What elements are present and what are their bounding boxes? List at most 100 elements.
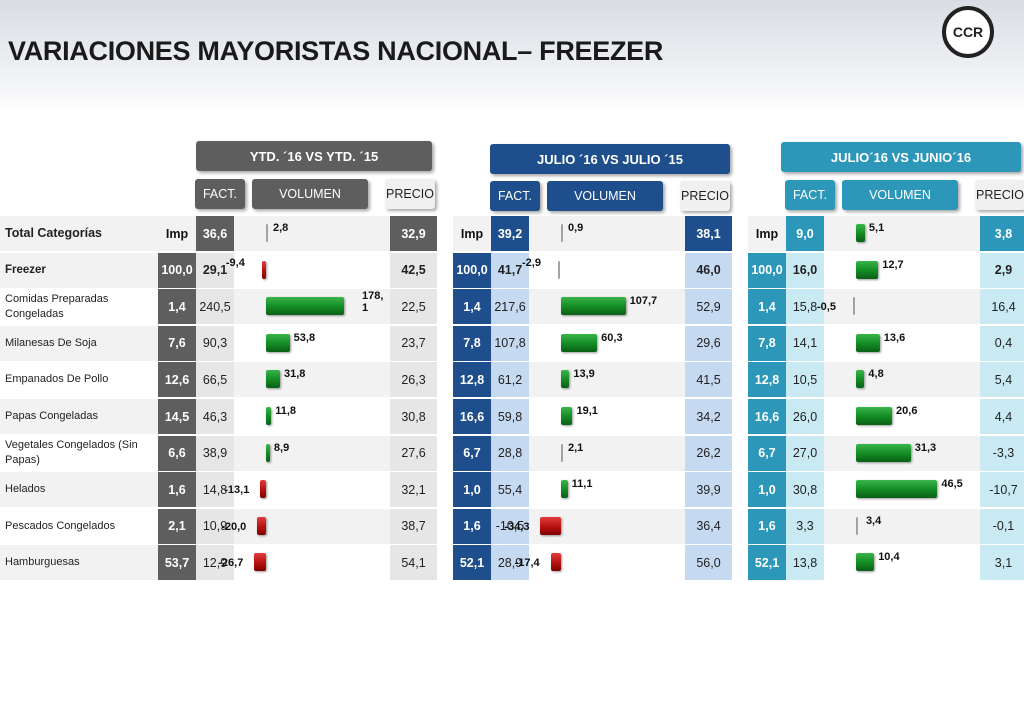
page-title: VARIACIONES MAYORISTAS NACIONAL– FREEZER — [8, 36, 664, 66]
imp-cell: 16,6 — [453, 399, 491, 434]
imp-cell: 1,6 — [748, 508, 786, 544]
ccr-logo: CCR — [942, 6, 994, 58]
imp-cell: 52,1 — [453, 545, 491, 581]
imp-cell: 14,5 — [158, 399, 196, 434]
volumen-label: 3,4 — [865, 514, 882, 527]
volumen-bar — [561, 333, 598, 352]
fact-cell: 10,9 — [196, 508, 234, 544]
fact-cell: 240,5 — [196, 289, 234, 325]
fact-cell: 39,2 — [491, 216, 529, 251]
volumen-label: 13,9 — [573, 368, 595, 381]
precio-cell: 22,5 — [390, 289, 437, 325]
volumen-label: 31,8 — [283, 368, 306, 381]
volumen-bar — [561, 480, 568, 499]
imp-cell: 12,8 — [453, 362, 491, 398]
volumen-cell — [234, 399, 390, 434]
row-label: Helados — [0, 472, 158, 508]
imp-cell: 2,1 — [158, 508, 196, 544]
volumen-cell — [234, 362, 390, 398]
volumen-bar — [266, 333, 290, 352]
precio-cell: 26,3 — [390, 362, 437, 398]
panel-title: YTD. ´16 VS YTD. ´15 — [196, 141, 432, 171]
precio-header: PRECIO — [680, 181, 730, 211]
precio-cell: 52,9 — [685, 289, 732, 325]
volumen-cell — [824, 289, 980, 325]
volumen-bar — [266, 407, 272, 425]
volumen-label: -13,1 — [224, 484, 250, 497]
volumen-cell — [824, 508, 980, 544]
imp-cell: 52,1 — [748, 545, 786, 581]
volumen-bar — [266, 297, 345, 316]
precio-cell: 38,1 — [685, 216, 732, 251]
volumen-label: 11,1 — [571, 478, 593, 491]
volumen-bar — [561, 224, 563, 242]
precio-cell: 4,4 — [980, 399, 1024, 434]
volumen-label: 60,3 — [601, 331, 623, 344]
volumen-cell — [234, 435, 390, 471]
precio-cell: 39,9 — [685, 472, 732, 508]
row-label: Milanesas De Soja — [0, 325, 158, 361]
volumen-label: -0,5 — [817, 301, 836, 314]
volumen-label: 8,9 — [273, 441, 290, 454]
imp-cell: 6,7 — [748, 435, 786, 471]
fact-cell: 38,9 — [196, 435, 234, 471]
volumen-bar — [856, 407, 893, 425]
volumen-bar — [856, 516, 858, 535]
precio-cell: 2,9 — [980, 252, 1024, 288]
imp-cell: Imp — [158, 216, 196, 251]
fact-cell: 26,0 — [786, 399, 824, 434]
fact-cell: 46,3 — [196, 399, 234, 434]
volumen-cell — [234, 252, 390, 288]
fact-cell: 66,5 — [196, 362, 234, 398]
imp-cell: 100,0 — [158, 252, 196, 288]
imp-cell: Imp — [748, 216, 786, 251]
precio-cell: 5,4 — [980, 362, 1024, 398]
volumen-bar — [856, 224, 865, 242]
volumen-cell — [529, 325, 685, 361]
volumen-label: 107,7 — [629, 295, 658, 308]
row-label: Vegetales Congelados (Sin Papas) — [0, 435, 158, 471]
precio-cell: 0,4 — [980, 325, 1024, 361]
imp-cell: 12,8 — [748, 362, 786, 398]
volumen-label: -34,3 — [504, 520, 530, 533]
volumen-label: 20,6 — [896, 405, 918, 417]
precio-cell: 27,6 — [390, 435, 437, 471]
fact-cell: 12,9 — [196, 545, 234, 581]
volumen-bar — [561, 443, 563, 462]
volumen-bar — [558, 260, 560, 279]
volumen-label: 31,3 — [914, 441, 937, 454]
imp-cell: 1,4 — [748, 289, 786, 325]
precio-cell: 32,1 — [390, 472, 437, 508]
row-label-header: Total Categorías — [0, 216, 158, 251]
volumen-cell — [824, 325, 980, 361]
precio-cell: -10,7 — [980, 472, 1024, 508]
volumen-bar — [254, 553, 266, 572]
precio-cell: 42,5 — [390, 252, 437, 288]
precio-cell: 36,4 — [685, 508, 732, 544]
volumen-bar — [266, 370, 280, 389]
precio-cell: -3,3 — [980, 435, 1024, 471]
precio-cell: 26,2 — [685, 435, 732, 471]
imp-cell: 53,7 — [158, 545, 196, 581]
imp-cell: 7,8 — [748, 325, 786, 361]
precio-header: PRECIO — [975, 180, 1024, 210]
fact-cell: 28,9 — [491, 545, 529, 581]
volumen-cell — [529, 252, 685, 288]
volumen-label: -20,0 — [221, 520, 247, 533]
volumen-cell — [824, 362, 980, 398]
volumen-header: VOLUMEN — [842, 180, 958, 210]
imp-cell: Imp — [453, 216, 491, 251]
fact-cell: 107,8 — [491, 325, 529, 361]
volumen-cell — [824, 545, 980, 581]
fact-cell: 10,5 — [786, 362, 824, 398]
volumen-label: 0,9 — [568, 222, 584, 234]
imp-cell: 1,0 — [748, 472, 786, 508]
imp-cell: 1,0 — [453, 472, 491, 508]
volumen-label: 19,1 — [576, 405, 598, 417]
fact-cell: 29,1 — [196, 252, 234, 288]
fact-cell: 16,0 — [786, 252, 824, 288]
volumen-label: -9,4 — [225, 256, 245, 269]
volumen-cell — [234, 472, 390, 508]
volumen-bar — [856, 480, 938, 499]
volumen-cell — [529, 399, 685, 434]
